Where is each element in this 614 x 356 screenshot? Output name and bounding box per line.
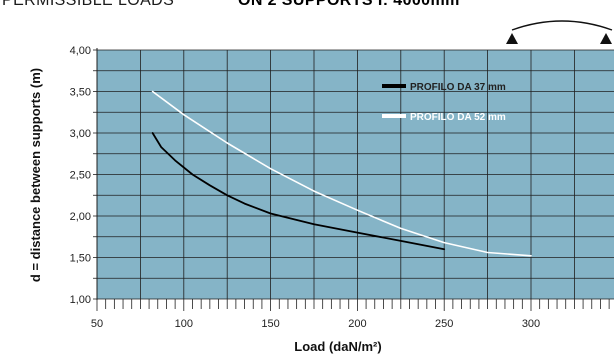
x-tick-label: 150 [261,318,279,330]
y-tick-labels: 1,00 1,50 2,00 2,50 3,00 3,50 4,00 [70,45,91,306]
x-tick-label: 200 [348,318,366,330]
series-group [151,90,532,257]
legend-label-profilo-37: PROFILO DA 37 mm [410,82,506,93]
x-axis-label: Load (daN/m²) [294,339,381,354]
x-tick-label: 300 [522,318,540,330]
chart-title-bold: ON 2 SUPPORTS I: 4000mm [238,0,460,9]
series-line-profilo-52 [151,90,532,257]
y-tick-label: 4,00 [70,45,91,57]
y-tick-label: 3,50 [70,87,91,99]
legend: PROFILO DA 37 mm PROFILO DA 52 mm [382,82,506,123]
grid [96,48,614,300]
series-line-profilo-37 [151,132,446,251]
y-tick-label: 2,50 [70,170,91,182]
y-axis-label: d = distance between supports (m) [28,68,43,282]
y-tick-label: 2,00 [70,211,91,223]
y-tick-label: 1,00 [70,294,91,306]
y-tick-label: 1,50 [70,253,91,265]
x-tick-label: 100 [175,318,193,330]
x-tick-label: 50 [91,318,103,330]
x-tick-label: 250 [435,318,453,330]
legend-label-profilo-52: PROFILO DA 52 mm [410,112,506,123]
x-tick-labels: 501001502002503003 [91,318,540,330]
x-minor-ticks [93,49,610,311]
y-tick-label: 3,00 [70,128,91,140]
support-diagram-icon [506,20,613,44]
chart-title-light: PERMISSIBLE LOADS [2,0,174,9]
